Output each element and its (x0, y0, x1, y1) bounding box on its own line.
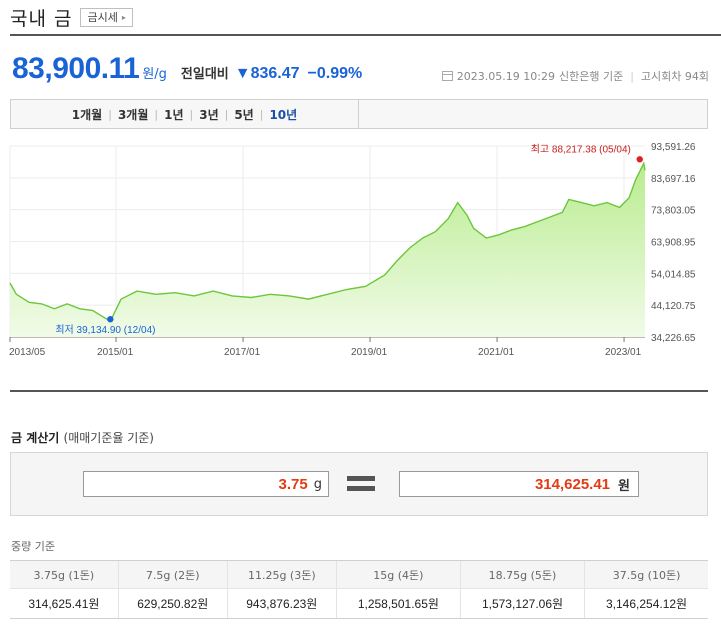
high-annotation: 최고 88,217.38 (05/04) (531, 143, 631, 155)
price-result-unit: 원 (618, 478, 630, 494)
table-header-cell: 15g (4돈) (335, 560, 461, 589)
down-arrow-icon: ▼ (234, 65, 251, 82)
gold-price-button-label: 금시세 (87, 11, 118, 24)
table-header-cell: 3.75g (1돈) (10, 560, 119, 589)
low-point (107, 316, 114, 323)
quote-timestamp: 2023.05.19 10:29 (456, 69, 555, 83)
tab-divider: | (154, 107, 159, 121)
change-value: ▼836.47 (235, 65, 300, 83)
table-header-cell: 18.75g (5돈) (459, 560, 585, 589)
weight-unit: g (313, 476, 322, 492)
change-amount: 836.47 (250, 65, 300, 82)
change-percent: −0.99% (307, 65, 363, 82)
tab-5-years[interactable]: 5년 (234, 107, 254, 122)
series-area (10, 163, 645, 337)
table-row: 314,625.41원 629,250.82원 943,876.23원 1,25… (10, 588, 708, 619)
chevron-right-icon: ▸ (121, 12, 126, 22)
tab-1-year[interactable]: 1년 (164, 107, 184, 122)
tab-divider: | (108, 107, 112, 121)
high-point (636, 156, 643, 163)
table-cell: 1,258,501.65원 (335, 588, 461, 619)
price-result-value: 314,625.41 (534, 475, 611, 493)
chart-divider (10, 390, 708, 392)
y-tick-label: 73,803.05 (651, 206, 696, 217)
period-tabs: 1개월 | 3개월 | 1년 | 3년 | 5년 | 10년 (11, 100, 359, 128)
table-cell: 1,573,127.06원 (459, 588, 585, 619)
tab-3-years[interactable]: 3년 (199, 107, 219, 122)
y-tick-label: 63,908.95 (651, 238, 696, 249)
price-result[interactable]: 314,625.41 원 (399, 471, 639, 497)
table-cell: 629,250.82원 (117, 588, 228, 619)
table-header-cell: 7.5g (2돈) (117, 560, 228, 589)
weight-input-value: 3.75 (278, 475, 308, 493)
y-tick-label: 83,697.16 (651, 174, 696, 185)
tab-1-month[interactable]: 1개월 (71, 107, 103, 122)
price-chart: 93,591.26 83,697.16 73,803.05 63,908.95 54,0… (0, 140, 721, 380)
x-tick-label: 2023/01 (605, 347, 642, 358)
current-price: 83,900.11 (12, 52, 140, 85)
y-tick-label: 54,014.85 (651, 269, 696, 280)
y-tick-label: 34,226.65 (651, 333, 696, 344)
x-tick-label: 2015/01 (97, 347, 134, 358)
calculator-title: 금 계산기 (매매기준율 기준) (11, 429, 154, 446)
x-tick-label: 2021/01 (478, 347, 515, 358)
low-annotation: 최저 39,134.90 (12/04) (55, 324, 155, 336)
y-tick-label: 44,120.75 (651, 301, 696, 312)
calculator-panel: 3.75 g 314,625.41 원 (10, 452, 708, 516)
weight-input[interactable]: 3.75 g (83, 471, 329, 497)
tab-10-years[interactable]: 10년 (269, 107, 298, 122)
weight-table-title: 중량 기준 (11, 540, 55, 553)
tab-divider: | (224, 107, 229, 121)
equals-icon (347, 475, 375, 493)
price-chart-svg: 93,591.26 83,697.16 73,803.05 63,908.95 54,0… (9, 142, 696, 358)
quote-meta: 2023.05.19 10:29 신한은행 기준 | 고시회차 94회 (441, 68, 709, 84)
table-header-row: 3.75g (1돈) 7.5g (2돈) 11.25g (3돈) 15g (4돈… (10, 560, 708, 589)
tab-3-months[interactable]: 3개월 (117, 107, 149, 122)
tab-divider: | (189, 107, 194, 121)
table-cell: 3,146,254.12원 (584, 588, 708, 619)
table-cell: 943,876.23원 (226, 588, 337, 619)
quote-source: 신한은행 기준 (558, 70, 624, 83)
quote-notice: 고시회차 94회 (640, 70, 709, 83)
tab-divider: | (259, 107, 264, 121)
calculator-title-text: 금 계산기 (11, 431, 60, 445)
x-tick-label: 2019/01 (351, 347, 388, 358)
page-title: 국내 금 (10, 7, 73, 30)
header-divider (10, 34, 721, 36)
change-label: 전일대비 (180, 67, 229, 82)
table-header-cell: 37.5g (10돈) (584, 560, 708, 589)
x-tick-label: 2017/01 (224, 347, 261, 358)
x-tick-label: 2013/05 (9, 347, 46, 358)
calendar-icon (441, 71, 453, 81)
table-header-cell: 11.25g (3돈) (226, 560, 337, 589)
period-tabbar: 1개월 | 3개월 | 1년 | 3년 | 5년 | 10년 (10, 99, 708, 129)
quote-summary: 83,900.11 원/g 전일대비 ▼836.47 −0.99% (12, 52, 362, 86)
meta-divider: | (630, 69, 634, 83)
calculator-subtitle: (매매기준율 기준) (63, 431, 154, 445)
table-cell: 314,625.41원 (10, 588, 119, 619)
price-unit: 원/g (142, 67, 167, 82)
weight-table: 3.75g (1돈) 7.5g (2돈) 11.25g (3돈) 15g (4돈… (10, 560, 708, 619)
gold-price-button[interactable]: 금시세 ▸ (80, 7, 133, 27)
y-tick-label: 93,591.26 (651, 142, 696, 153)
page-header: 국내 금 금시세 ▸ (10, 2, 133, 32)
